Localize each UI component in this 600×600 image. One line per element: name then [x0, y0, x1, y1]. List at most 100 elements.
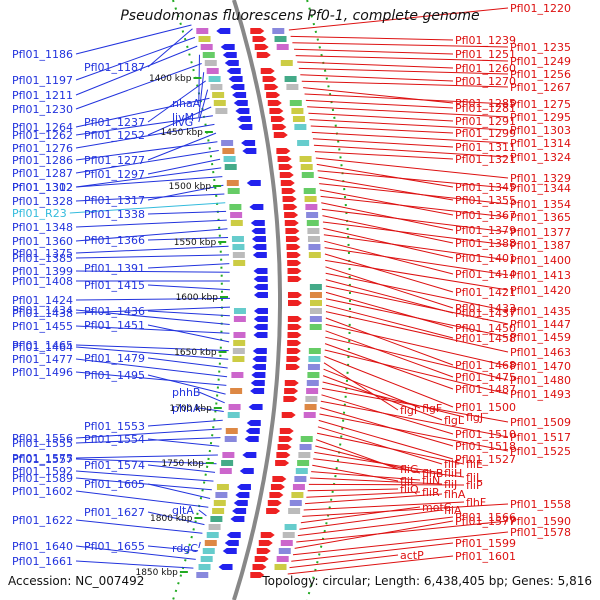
- right-gene-label[interactable]: fliG: [400, 463, 419, 476]
- right-gene-label[interactable]: Pfl01_1345: [455, 181, 516, 194]
- right-gene-label[interactable]: Pfl01_1303: [510, 124, 571, 137]
- left-gene-label[interactable]: Pfl01_1455: [12, 320, 73, 333]
- right-gene-label[interactable]: Pfl01_1463: [510, 346, 571, 359]
- right-gene-label[interactable]: Pfl01_1400: [510, 254, 571, 267]
- right-gene-label[interactable]: Pfl01_1447: [510, 318, 571, 331]
- right-gene-label[interactable]: Pfl01_1267: [510, 81, 571, 94]
- left-gene-label[interactable]: Pfl01_1622: [12, 514, 73, 527]
- right-gene-label[interactable]: fliH: [444, 467, 462, 480]
- left-gene-label[interactable]: Pfl01_1655: [84, 540, 145, 553]
- right-gene-label[interactable]: Pfl01_1420: [510, 284, 571, 297]
- left-gene-label[interactable]: Pfl01_1415: [84, 279, 145, 292]
- right-gene-label[interactable]: Pfl01_1285: [455, 97, 516, 110]
- left-gene-label[interactable]: Pfl01_1408: [12, 275, 73, 288]
- right-gene-label[interactable]: Pfl01_1344: [510, 182, 571, 195]
- right-gene-label[interactable]: Pfl01_1299: [455, 127, 516, 140]
- left-gene-label[interactable]: Pfl01_1287: [12, 167, 73, 180]
- right-gene-label[interactable]: Pfl01_1321: [455, 153, 516, 166]
- right-gene-label[interactable]: Pfl01_1459: [510, 331, 571, 344]
- right-gene-label[interactable]: Pfl01_1500: [455, 401, 516, 414]
- left-gene-label[interactable]: Pfl01_1554: [84, 433, 145, 446]
- right-gene-label[interactable]: Pfl01_1510: [455, 428, 516, 441]
- right-gene-label[interactable]: Pfl01_1487: [455, 383, 516, 396]
- right-gene-label[interactable]: flgL: [444, 414, 465, 427]
- right-gene-label[interactable]: flhF: [466, 496, 486, 509]
- left-gene-label[interactable]: Pfl01_1605: [84, 478, 145, 491]
- right-gene-label[interactable]: Pfl01_1249: [510, 55, 571, 68]
- left-gene-label[interactable]: Pfl01_1211: [12, 89, 73, 102]
- left-gene-label[interactable]: Pfl01_1465: [12, 339, 73, 352]
- left-gene-label[interactable]: Pfl01_1451: [84, 319, 145, 332]
- right-gene-label[interactable]: Pfl01_1421: [455, 286, 516, 299]
- right-gene-label[interactable]: Pfl01_1251: [455, 48, 516, 61]
- left-gene-label[interactable]: Pfl01_1277: [84, 154, 145, 167]
- left-gene-label[interactable]: phhB: [172, 386, 200, 399]
- left-gene-label[interactable]: Pfl01_1640: [12, 540, 73, 553]
- left-gene-label[interactable]: Pfl01_1328: [12, 195, 73, 208]
- right-gene-label[interactable]: Pfl01_1270: [455, 75, 516, 88]
- right-gene-label[interactable]: Pfl01_1367: [455, 209, 516, 222]
- right-gene-label[interactable]: Pfl01_1475: [455, 371, 516, 384]
- right-gene-label[interactable]: Pfl01_1413: [510, 269, 571, 282]
- right-gene-label[interactable]: Pfl01_1379: [455, 224, 516, 237]
- left-gene-label[interactable]: Pfl01_1230: [12, 103, 73, 116]
- left-gene-label[interactable]: Pfl01_1555: [12, 437, 73, 450]
- right-gene-label[interactable]: fliR: [422, 486, 440, 499]
- right-gene-label[interactable]: Pfl01_1311: [455, 141, 516, 154]
- right-gene-label[interactable]: fliN: [422, 474, 440, 487]
- right-gene-label[interactable]: Pfl01_1281: [455, 102, 516, 115]
- left-gene-label[interactable]: Pfl01_1589: [12, 472, 73, 485]
- left-gene-label[interactable]: Pfl01_1438: [12, 307, 73, 320]
- right-gene-label[interactable]: fliE: [466, 458, 483, 471]
- left-gene-label[interactable]: Pfl01_1575: [12, 452, 73, 465]
- left-gene-label[interactable]: Pfl01_1237: [84, 116, 145, 129]
- left-gene-label[interactable]: Pfl01_1375: [12, 247, 73, 260]
- right-gene-label[interactable]: Pfl01_1470: [510, 360, 571, 373]
- left-gene-label[interactable]: Pfl01_1556: [12, 432, 73, 445]
- left-gene-label[interactable]: Pfl01_1262: [12, 129, 73, 142]
- left-gene-label[interactable]: Pfl01_1592: [12, 465, 73, 478]
- right-gene-label[interactable]: Pfl01_1295: [510, 111, 571, 124]
- right-gene-label[interactable]: Pfl01_1566: [455, 511, 516, 524]
- left-gene-label[interactable]: rdgC: [172, 542, 198, 555]
- right-gene-label[interactable]: flhB: [422, 467, 443, 480]
- right-gene-label[interactable]: Pfl01_1450: [455, 322, 516, 335]
- left-gene-label[interactable]: Pfl01_1477: [12, 353, 73, 366]
- left-gene-label[interactable]: Pfl01_1286: [12, 154, 73, 167]
- left-gene-label[interactable]: Pfl01_1399: [12, 265, 73, 278]
- left-gene-label[interactable]: Pfl01_R23: [12, 207, 67, 220]
- right-gene-label[interactable]: Pfl01_1275: [510, 98, 571, 111]
- right-gene-label[interactable]: Pfl01_1590: [510, 515, 571, 528]
- right-gene-label[interactable]: flgF: [422, 402, 442, 415]
- left-gene-label[interactable]: Pfl01_1391: [84, 262, 145, 275]
- left-gene-label[interactable]: Pfl01_1297: [84, 168, 145, 181]
- right-gene-label[interactable]: Pfl01_1517: [510, 431, 571, 444]
- left-gene-label[interactable]: Pfl01_1496: [12, 366, 73, 379]
- left-gene-label[interactable]: Pfl01_1187: [84, 61, 145, 74]
- left-gene-label[interactable]: Pfl01_1553: [84, 420, 145, 433]
- left-gene-label[interactable]: Pfl01_1366: [84, 234, 145, 247]
- right-gene-label[interactable]: Pfl01_1601: [455, 550, 516, 563]
- right-gene-label[interactable]: Pfl01_1401: [455, 252, 516, 265]
- right-gene-label[interactable]: Pfl01_1558: [510, 498, 571, 511]
- left-gene-label[interactable]: livM: [172, 111, 194, 124]
- right-gene-label[interactable]: Pfl01_1437: [455, 307, 516, 320]
- right-gene-label[interactable]: Pfl01_1220: [510, 2, 571, 15]
- left-gene-label[interactable]: Pfl01_1252: [84, 129, 145, 142]
- left-gene-label[interactable]: Pfl01_1464: [12, 341, 73, 354]
- right-gene-label[interactable]: Pfl01_1235: [510, 41, 571, 54]
- left-gene-label[interactable]: Pfl01_1312: [12, 181, 73, 194]
- right-gene-label[interactable]: Pfl01_1388: [455, 237, 516, 250]
- right-gene-label[interactable]: fliP: [466, 479, 483, 492]
- right-gene-label[interactable]: Pfl01_1387: [510, 239, 571, 252]
- right-gene-label[interactable]: Pfl01_1291: [455, 115, 516, 128]
- right-gene-label[interactable]: Pfl01_1599: [455, 537, 516, 550]
- right-gene-label[interactable]: Pfl01_1578: [510, 526, 571, 539]
- left-gene-label[interactable]: phhA: [172, 402, 201, 415]
- right-gene-label[interactable]: fliQ: [400, 483, 419, 496]
- left-gene-label[interactable]: Pfl01_1348: [12, 221, 73, 234]
- left-gene-label[interactable]: Pfl01_1479: [84, 352, 145, 365]
- left-gene-label[interactable]: Pfl01_1661: [12, 555, 73, 568]
- right-gene-label[interactable]: Pfl01_1458: [455, 332, 516, 345]
- left-gene-label[interactable]: Pfl01_1436: [84, 305, 145, 318]
